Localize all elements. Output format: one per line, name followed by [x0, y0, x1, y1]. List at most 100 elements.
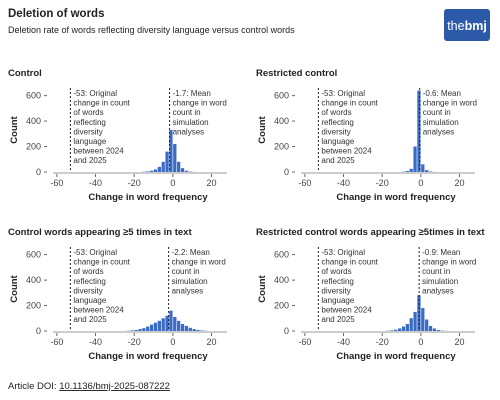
- annotation-text: between 2024: [73, 147, 124, 156]
- x-tick-label: -60: [298, 337, 311, 347]
- annotation-text: diversity: [321, 286, 350, 295]
- annotation-text: -53: Original: [321, 89, 365, 98]
- annotation-text: change in word: [422, 258, 476, 267]
- annotation-text: count in: [422, 267, 450, 276]
- bar: [177, 320, 181, 331]
- y-axis-label: Count: [257, 115, 268, 143]
- bar: [417, 295, 421, 331]
- x-tick-label: -60: [50, 178, 63, 188]
- logo-box: [444, 9, 490, 41]
- bar: [130, 330, 134, 331]
- panel-title: Control: [8, 68, 42, 79]
- y-tick-label: 400: [274, 116, 289, 126]
- x-tick-label: -40: [337, 178, 350, 188]
- annotation-text: -53: Original: [73, 89, 117, 98]
- bar: [428, 325, 433, 331]
- x-tick-label: 20: [455, 178, 465, 188]
- y-axis-label: Count: [9, 274, 20, 302]
- bar: [421, 308, 425, 331]
- annotation-text: of words: [73, 267, 103, 276]
- y-tick-label: 0: [284, 167, 289, 177]
- bar: [153, 322, 158, 331]
- logo-text: thebmj: [447, 19, 487, 33]
- annotation-text: change in count: [73, 99, 130, 108]
- doi-link[interactable]: 10.1136/bmj-2025-087222: [59, 381, 170, 392]
- annotation-text: language: [321, 296, 354, 305]
- panel: Restricted control Count Change in word fr…: [256, 68, 477, 203]
- y-tick-label: 200: [26, 301, 41, 311]
- bar: [413, 146, 417, 172]
- panel: Control words appearing ≥5 times in text…: [8, 227, 227, 362]
- annotation-text: and 2025: [73, 315, 107, 324]
- annotation-text: change in word: [173, 99, 227, 108]
- annotation-text: change in word: [172, 258, 226, 267]
- bar: [169, 130, 173, 172]
- bar: [425, 170, 429, 172]
- bar: [184, 170, 189, 172]
- bar: [196, 329, 200, 331]
- bar: [157, 166, 161, 172]
- annotation-text: reflecting: [73, 277, 105, 286]
- bar: [165, 315, 169, 331]
- bar: [188, 327, 192, 331]
- y-tick-label: 400: [274, 275, 289, 285]
- x-tick-label: 20: [207, 337, 217, 347]
- x-axis-label: Change in word frequency: [88, 192, 208, 203]
- bar: [134, 329, 138, 331]
- x-tick-label: -40: [89, 337, 102, 347]
- annotation-text: of words: [321, 267, 351, 276]
- x-tick-label: -20: [128, 178, 141, 188]
- annotation-text: language: [73, 296, 106, 305]
- x-axis-label: Change in word frequency: [336, 192, 456, 203]
- annotation-text: -0.9: Mean: [422, 248, 460, 257]
- y-tick-label: 200: [274, 142, 289, 152]
- x-tick-label: -60: [50, 337, 63, 347]
- x-tick-label: -40: [89, 178, 102, 188]
- bar: [192, 329, 196, 331]
- bar: [138, 329, 142, 331]
- x-tick-label: 0: [418, 337, 423, 347]
- panel: Restricted control words appearing ≥5tim…: [256, 227, 485, 362]
- y-tick-label: 600: [274, 250, 289, 260]
- annotation-text: of words: [321, 108, 351, 117]
- annotation-text: diversity: [321, 127, 350, 136]
- y-axis-label: Count: [257, 274, 268, 302]
- x-tick-label: -20: [376, 178, 389, 188]
- bar: [173, 317, 177, 331]
- annotation-text: count in: [173, 108, 201, 117]
- bar: [146, 171, 150, 172]
- bar: [177, 161, 181, 172]
- annotation-text: and 2025: [73, 156, 107, 165]
- annotation-text: -1.7: Mean: [173, 89, 211, 98]
- panel-title: Restricted control: [256, 68, 337, 79]
- x-tick-label: 0: [170, 178, 175, 188]
- annotation-text: analyses: [173, 127, 205, 136]
- bar: [180, 168, 185, 172]
- annotation-text: change in count: [73, 258, 130, 267]
- annotation-text: reflecting: [73, 118, 105, 127]
- annotation-text: change in count: [321, 258, 378, 267]
- y-tick-label: 200: [26, 142, 41, 152]
- x-axis-label: Change in word frequency: [336, 351, 456, 362]
- annotation-text: between 2024: [73, 306, 124, 315]
- figure-subtitle: Deletion rate of words reflecting divers…: [8, 25, 295, 35]
- bar: [173, 144, 177, 172]
- y-tick-label: 0: [36, 167, 41, 177]
- bar: [146, 326, 150, 331]
- logo: thebmj: [444, 9, 490, 41]
- y-tick-label: 0: [36, 326, 41, 336]
- y-tick-label: 600: [26, 250, 41, 260]
- annotation-text: change in count: [321, 99, 378, 108]
- annotation-text: count in: [172, 267, 200, 276]
- bar: [409, 318, 413, 331]
- y-tick-label: 600: [26, 91, 41, 101]
- annotation-text: and 2025: [321, 315, 355, 324]
- annotation-text: simulation: [173, 118, 209, 127]
- bar: [390, 330, 394, 331]
- annotation-text: of words: [73, 108, 103, 117]
- bar: [413, 311, 417, 331]
- annotation-text: language: [321, 137, 354, 146]
- x-tick-label: -20: [128, 337, 141, 347]
- bar: [405, 170, 409, 172]
